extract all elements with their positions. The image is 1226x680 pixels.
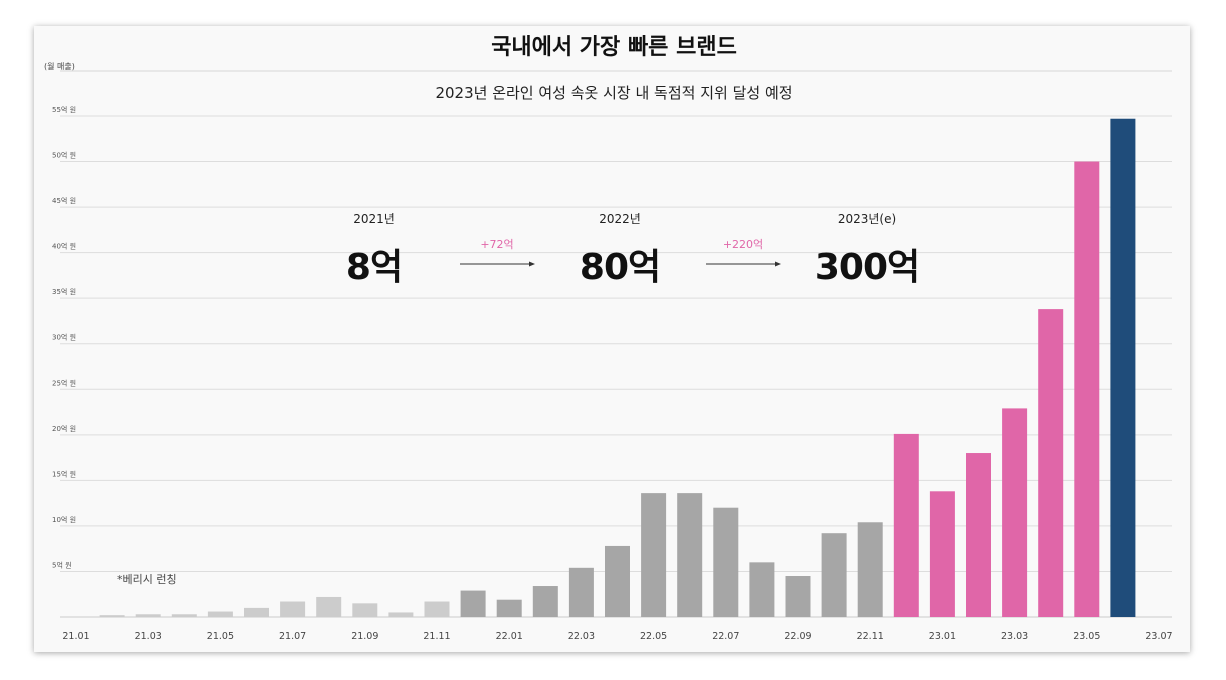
x-tick-label: 23.07	[1145, 631, 1172, 642]
y-tick-label: 45억 원	[52, 196, 76, 205]
bar-22-02	[532, 586, 558, 617]
bar-22-06	[677, 493, 703, 617]
arrow-icon	[460, 261, 535, 267]
y-axis-label: (월 매출)	[44, 61, 75, 71]
bar-22-07	[713, 507, 739, 617]
x-tick-label: 22.07	[712, 631, 739, 642]
x-tick-label: 21.03	[135, 631, 162, 642]
x-tick-label: 21.11	[423, 631, 450, 642]
bar-21-05	[207, 611, 233, 617]
y-tick-label: 40억 원	[52, 242, 76, 251]
bar-23-01	[929, 491, 955, 617]
bar-21-02	[99, 615, 125, 617]
bar-21-03	[135, 614, 161, 617]
bar-21-12	[460, 590, 486, 617]
y-tick-label: 55억 원	[52, 105, 76, 114]
y-tick-label: 20억 원	[52, 424, 76, 433]
value-2022: 80억	[580, 247, 660, 288]
bar-22-08	[749, 562, 775, 617]
bar-21-10	[388, 612, 414, 617]
value-2021: 8억	[346, 247, 402, 288]
x-tick-label: 21.05	[207, 631, 234, 642]
value-2023: 300억	[815, 247, 919, 288]
y-tick-label: 35억 원	[52, 287, 76, 296]
bar-23-02	[966, 453, 991, 617]
chart-title: 국내에서 가장 빠른 브랜드	[491, 35, 737, 60]
year-label-2021: 2021년	[353, 212, 395, 226]
x-tick-label: 22.11	[857, 631, 884, 642]
year-label-2022: 2022년	[599, 212, 641, 226]
bar-21-08	[316, 596, 342, 617]
arrow-icon	[706, 261, 781, 267]
x-tick-label: 23.03	[1001, 631, 1028, 642]
y-tick-label: 10억 원	[52, 515, 76, 524]
bar-23-03	[1002, 408, 1028, 617]
y-tick-label: 5억 원	[52, 560, 72, 569]
x-tick-label: 21.01	[62, 631, 89, 642]
x-tick-label: 22.09	[784, 631, 811, 642]
bar-22-05	[641, 493, 667, 617]
bar-23-06	[1110, 118, 1136, 617]
growth-label-2021-2022: +72억	[480, 238, 513, 251]
growth-label-2022-2023: +220억	[723, 238, 763, 251]
bar-22-03	[568, 567, 594, 617]
y-tick-label: 25억 원	[52, 378, 76, 387]
bar-21-07	[280, 601, 306, 617]
launch-note: *베리시 런칭	[117, 573, 177, 586]
bar-22-04	[605, 545, 630, 617]
bar-22-12	[893, 433, 919, 617]
chart-subtitle: 2023년 온라인 여성 속옷 시장 내 독점적 지위 달성 예정	[435, 84, 792, 102]
y-tick-label: 50억 원	[52, 151, 76, 160]
x-tick-label: 22.05	[640, 631, 667, 642]
bar-21-11	[424, 601, 450, 617]
x-tick-label: 21.07	[279, 631, 306, 642]
y-tick-label: 30억 원	[52, 333, 76, 342]
x-tick-label: 22.03	[568, 631, 595, 642]
bar-22-10	[821, 533, 847, 617]
bar-22-01	[496, 599, 522, 617]
year-label-2023: 2023년(e)	[838, 212, 896, 226]
bar-22-11	[857, 522, 883, 617]
x-axis-ticks: 21.01 21.03 21.05 21.07 21.09 21.11 22.01 22.03…	[62, 631, 1172, 642]
y-tick-label: 15억 원	[52, 469, 76, 478]
x-tick-label: 21.09	[351, 631, 378, 642]
x-tick-label: 22.01	[496, 631, 523, 642]
bar-22-09	[785, 576, 811, 617]
bar-23-04	[1038, 309, 1064, 617]
bar-21-09	[352, 603, 378, 617]
y-axis-ticks: 5억 원 10억 원 15억 원 20억 원 25억 원 30억 원 35억 원 40억 원 4…	[52, 105, 76, 569]
bar-21-04	[171, 614, 197, 617]
x-tick-label: 23.05	[1073, 631, 1100, 642]
bar-21-06	[244, 607, 269, 617]
bars	[99, 118, 1136, 617]
bar-23-05	[1074, 161, 1100, 617]
x-tick-label: 23.01	[929, 631, 956, 642]
